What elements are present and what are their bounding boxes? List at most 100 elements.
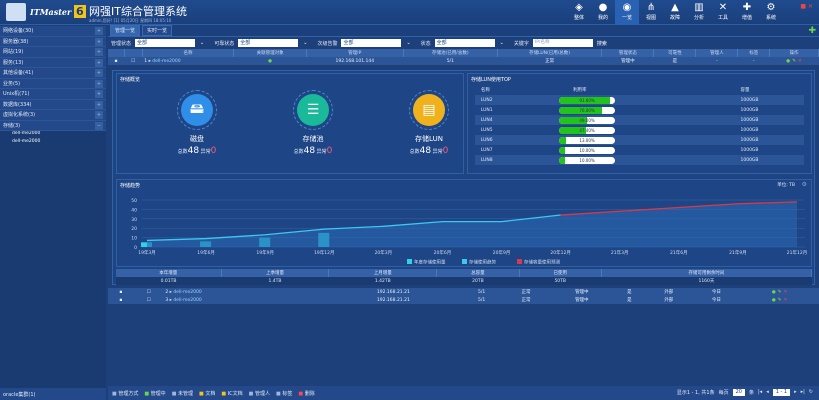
expand-icon[interactable]: + <box>95 90 103 98</box>
table-row[interactable]: ▪ ☐ 2 ▸ dell-me2000 192.168.21.21 5/1 正常 管理中 是 外… <box>108 288 819 296</box>
lun-row[interactable]: LUN7 10.00% 1000GB <box>475 145 804 155</box>
sidebar-item-oracle[interactable]: oracle集群(1) <box>0 388 106 400</box>
lun-row[interactable]: LUN6 13.00% 1000GB <box>474 135 805 145</box>
expand-icon[interactable]: + <box>95 27 103 35</box>
delete-icon[interactable]: ✕ <box>783 289 788 295</box>
column-header[interactable]: 存储LUN(已用/总数) <box>497 49 603 57</box>
expand-icon[interactable]: ▪ <box>114 58 118 64</box>
sidebar-item[interactable]: 数据库(334) + <box>0 99 106 110</box>
sidebar-item[interactable]: Unix机(71) + <box>0 89 106 100</box>
stat-card[interactable]: ▤ 存储LUN 总数48 异常0 <box>389 90 469 156</box>
expand-icon[interactable]: + <box>95 111 103 119</box>
column-header[interactable]: 名称 <box>142 49 235 57</box>
expand-icon[interactable]: + <box>95 58 103 67</box>
nav-2[interactable]: ◉ 一览 <box>615 0 639 25</box>
expand-icon[interactable]: ▪ <box>119 289 123 295</box>
column-header[interactable]: 存储池(已用/总数) <box>403 49 498 57</box>
row-checkbox[interactable]: ☐ <box>131 58 136 64</box>
sidebar-item[interactable]: 网络设备(30) + <box>0 26 106 37</box>
footer-action[interactable]: ■ 未管理 <box>172 390 193 397</box>
sidebar-subitem[interactable]: dell-me2000 <box>12 139 41 144</box>
nav-0[interactable]: ◈ 整体 <box>567 0 591 25</box>
chevron-down-icon[interactable]: ⌄ <box>200 40 205 46</box>
keyword-input[interactable]: IP/名称 <box>532 39 593 47</box>
nav-1[interactable]: ● 我的 <box>591 0 615 25</box>
stat-card[interactable]: ☰ 存储池 总数48 异常0 <box>273 90 353 156</box>
footer-action[interactable]: ■ IC文档 <box>221 390 242 397</box>
edit-icon[interactable]: ✎ <box>777 297 782 303</box>
nav-7[interactable]: ✚ 增值 <box>735 0 759 25</box>
column-header[interactable]: 管理状态 <box>601 49 655 57</box>
prev-page-button[interactable]: ◂ <box>766 389 769 395</box>
stat-card[interactable]: 🖴 磁盘 总数48 异常0 <box>157 90 237 156</box>
sidebar-item[interactable]: 存储(3) − <box>0 120 106 131</box>
row-checkbox[interactable]: ☐ <box>146 297 151 303</box>
column-header[interactable]: 管理人 <box>695 49 739 57</box>
device-link[interactable]: dell-me2000 <box>152 58 181 64</box>
edit-icon[interactable]: ✎ <box>777 289 782 295</box>
table-row[interactable]: ▪ ☐ 1 ▸ dell-me2000 ● 192.168.101.144 5/1 正常 管理… <box>108 57 819 65</box>
sidebar-item[interactable]: 网站(19) + <box>0 47 106 58</box>
tab-realtime-overview[interactable]: 实时一览 <box>142 25 173 36</box>
manage-icon[interactable]: ● <box>771 297 776 303</box>
footer-action[interactable]: ■ 标签 <box>276 390 292 397</box>
table-row[interactable]: ▪ ☐ 3 ▸ dell-me2000 192.168.21.21 5/1 正常 管理中 是 外… <box>108 296 819 304</box>
window-controls[interactable]: ■ ✕ <box>800 3 813 10</box>
settings-icon[interactable]: ⚙ <box>801 181 807 188</box>
series-line[interactable] <box>560 201 798 216</box>
first-page-button[interactable]: |◂ <box>758 389 763 395</box>
device-link[interactable]: dell-me2000 <box>173 297 202 303</box>
refresh-icon[interactable]: ↻ <box>808 389 813 395</box>
expand-icon[interactable]: + <box>95 69 103 77</box>
sidebar-item[interactable]: 服务(13) + <box>0 57 106 68</box>
manage-icon[interactable]: ● <box>771 289 776 295</box>
column-header[interactable]: 操作 <box>769 49 819 57</box>
sidebar-item[interactable]: 虚拟化系统(3) + <box>0 110 106 121</box>
nav-4[interactable]: ▲ 故障 <box>663 0 687 25</box>
expand-icon[interactable]: + <box>95 100 103 109</box>
chevron-down-icon[interactable]: ⌄ <box>303 40 308 46</box>
page-input[interactable]: 1 - 1 <box>772 389 791 396</box>
column-header[interactable] <box>124 49 143 57</box>
delete-icon[interactable]: ✕ <box>798 58 802 64</box>
nav-3[interactable]: ⋔ 视图 <box>639 0 663 25</box>
filter-select[interactable]: 全部 <box>341 39 402 47</box>
lun-row[interactable]: LUN5 47.40% 1000GB <box>475 125 804 135</box>
sidebar-item[interactable]: 服务器(38) + <box>0 36 106 47</box>
lun-row[interactable]: LUN8 10.00% 1000GB <box>474 155 805 165</box>
footer-action[interactable]: ■ 管理方式 <box>112 390 138 397</box>
add-icon[interactable]: ✚ <box>808 26 816 36</box>
nav-5[interactable]: ▥ 分析 <box>687 0 711 25</box>
search-button[interactable]: 搜索 <box>596 40 607 47</box>
footer-action[interactable]: ■ 删除 <box>298 390 314 397</box>
chevron-down-icon[interactable]: ⌄ <box>499 40 504 46</box>
delete-icon[interactable]: ✕ <box>783 297 788 303</box>
filter-select[interactable]: 全部 <box>434 39 495 47</box>
nav-8[interactable]: ⚙ 系统 <box>759 0 783 25</box>
nav-6[interactable]: ✕ 工具 <box>711 0 735 25</box>
expand-icon[interactable]: ▪ <box>119 297 123 303</box>
bar[interactable] <box>141 242 152 247</box>
chevron-down-icon[interactable]: ⌄ <box>406 40 411 46</box>
name-cell[interactable]: 1 ▸ dell-me2000 <box>144 58 181 64</box>
lun-row[interactable]: LUN4 49.00% 1000GB <box>474 115 805 125</box>
lun-row[interactable]: LUN1 76.00% 1000GB <box>475 105 804 115</box>
series-line[interactable] <box>146 214 561 242</box>
column-header[interactable]: 标签 <box>737 49 771 57</box>
sidebar-subitem[interactable]: dell-me2000 <box>12 131 41 136</box>
expand-icon[interactable]: + <box>95 48 103 56</box>
column-header[interactable]: 管理IP <box>306 49 404 57</box>
last-page-button[interactable]: ▸| <box>800 389 805 395</box>
row-checkbox[interactable]: ☐ <box>146 289 151 295</box>
name-cell[interactable]: 3 ▸ dell-me2000 <box>165 297 202 303</box>
edit-icon[interactable]: ✎ <box>792 58 797 64</box>
name-cell[interactable]: 2 ▸ dell-me2000 <box>165 289 202 295</box>
filter-select[interactable]: 全部 <box>135 39 196 47</box>
column-header[interactable]: 可靠性 <box>653 49 697 57</box>
column-header[interactable] <box>108 49 125 57</box>
per-page-select[interactable]: 20 <box>732 389 745 396</box>
next-page-button[interactable]: ▸ <box>794 389 797 395</box>
footer-action[interactable]: ■ 管理中 <box>144 390 165 397</box>
footer-action[interactable]: ■ 管理人 <box>249 390 270 397</box>
filter-select[interactable]: 全部 <box>238 39 299 47</box>
